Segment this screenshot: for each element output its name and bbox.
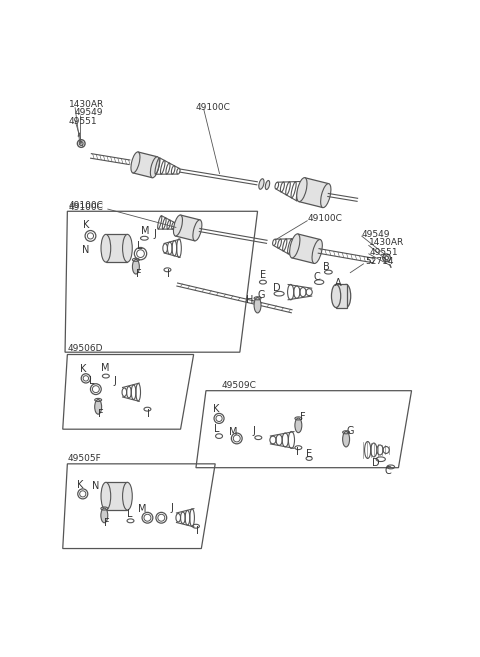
Text: 1430AR: 1430AR	[69, 100, 104, 109]
Text: L: L	[137, 241, 142, 251]
Ellipse shape	[101, 482, 111, 510]
Polygon shape	[106, 482, 127, 510]
Ellipse shape	[122, 482, 132, 510]
Text: N: N	[92, 481, 99, 491]
Text: I: I	[196, 526, 199, 536]
Ellipse shape	[343, 432, 349, 447]
Bar	[336, 284, 347, 307]
Text: C: C	[314, 272, 321, 282]
Ellipse shape	[259, 179, 264, 189]
Polygon shape	[106, 235, 127, 262]
Ellipse shape	[193, 220, 202, 241]
Ellipse shape	[321, 183, 331, 208]
Text: H: H	[246, 295, 253, 305]
Text: E: E	[260, 270, 266, 280]
Text: B: B	[323, 263, 330, 273]
Ellipse shape	[150, 157, 159, 178]
Ellipse shape	[95, 399, 102, 414]
Text: 49100C: 49100C	[196, 103, 231, 112]
Text: 52714: 52714	[365, 257, 394, 266]
Text: J: J	[252, 426, 255, 436]
Ellipse shape	[101, 508, 108, 523]
Text: I: I	[296, 447, 299, 457]
Text: 49100C: 49100C	[308, 214, 342, 223]
Text: F: F	[98, 409, 104, 419]
Text: D: D	[372, 458, 380, 468]
Ellipse shape	[295, 418, 302, 433]
Text: E: E	[306, 449, 312, 459]
Text: 49551: 49551	[369, 248, 398, 257]
Text: 49549: 49549	[361, 230, 390, 239]
Text: G: G	[346, 426, 354, 436]
Text: K: K	[83, 220, 89, 230]
Text: A: A	[335, 278, 341, 288]
Text: L: L	[89, 376, 95, 386]
Text: F: F	[136, 269, 142, 279]
Ellipse shape	[332, 284, 341, 307]
Ellipse shape	[101, 235, 111, 262]
Text: N: N	[82, 245, 89, 255]
Ellipse shape	[312, 240, 323, 263]
Polygon shape	[292, 234, 320, 263]
Ellipse shape	[122, 235, 132, 262]
Text: I: I	[168, 269, 170, 279]
Text: J: J	[154, 229, 156, 239]
Polygon shape	[133, 152, 157, 178]
Text: G: G	[258, 290, 265, 300]
Text: D: D	[273, 283, 281, 293]
Ellipse shape	[289, 234, 300, 258]
Ellipse shape	[297, 177, 307, 202]
Text: L: L	[127, 509, 132, 519]
Text: 49549: 49549	[75, 108, 104, 117]
Text: F: F	[104, 518, 110, 528]
Text: I: I	[147, 409, 150, 419]
Text: 49509C: 49509C	[221, 381, 256, 390]
Ellipse shape	[132, 260, 139, 274]
Text: J: J	[170, 503, 173, 512]
Text: K: K	[77, 480, 83, 489]
Text: M: M	[138, 505, 147, 514]
Text: M: M	[229, 427, 238, 438]
Text: K: K	[213, 404, 219, 414]
Text: 49100C: 49100C	[69, 202, 104, 210]
Polygon shape	[299, 177, 329, 208]
Text: 49100C: 49100C	[69, 203, 104, 212]
Text: M: M	[101, 363, 110, 373]
Ellipse shape	[341, 284, 351, 307]
Text: 49505F: 49505F	[67, 454, 101, 463]
Text: C: C	[384, 466, 391, 476]
Ellipse shape	[173, 215, 182, 236]
Text: J: J	[114, 376, 117, 386]
Ellipse shape	[254, 298, 261, 313]
Text: L: L	[214, 424, 219, 434]
Ellipse shape	[265, 181, 270, 189]
Text: M: M	[141, 225, 149, 235]
Text: 1430AR: 1430AR	[369, 238, 405, 247]
Text: K: K	[81, 364, 87, 374]
Text: 49551: 49551	[69, 117, 97, 125]
Text: 49506D: 49506D	[67, 344, 103, 353]
Ellipse shape	[131, 152, 140, 173]
Text: F: F	[300, 412, 306, 422]
Polygon shape	[175, 215, 200, 241]
